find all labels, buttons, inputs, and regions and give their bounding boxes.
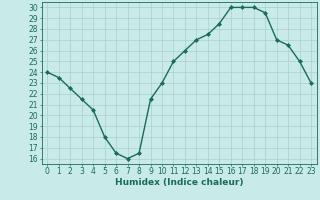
X-axis label: Humidex (Indice chaleur): Humidex (Indice chaleur) [115, 178, 244, 187]
